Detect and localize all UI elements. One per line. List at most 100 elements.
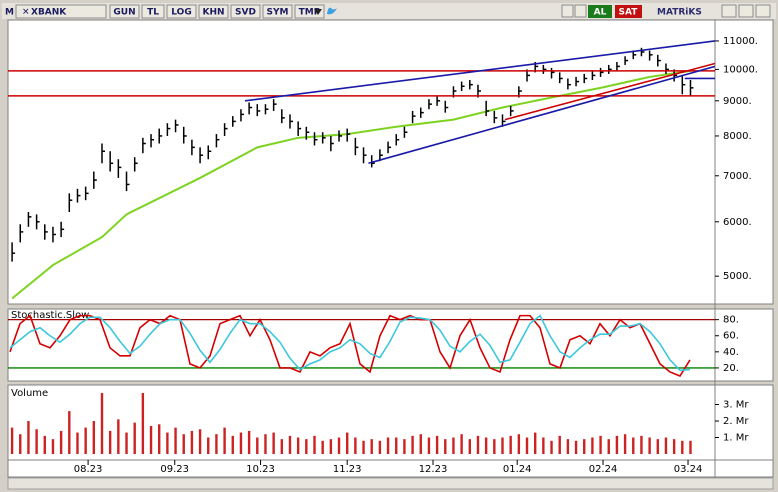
volume-bar bbox=[550, 440, 553, 454]
volume-bar bbox=[76, 432, 79, 454]
y-tick-label: 8000. bbox=[723, 131, 752, 142]
volume-bar bbox=[10, 427, 14, 454]
y-tick-label: 3. Mr bbox=[723, 400, 749, 411]
x-tick-label: 10.23 bbox=[246, 464, 275, 475]
trend-line bbox=[244, 40, 715, 102]
volume-bar bbox=[256, 437, 259, 454]
volume-bar bbox=[288, 435, 292, 454]
icon-button[interactable] bbox=[561, 4, 574, 18]
volume-bar bbox=[632, 437, 635, 454]
dropdown-arrow[interactable] bbox=[314, 9, 322, 15]
volume-bar bbox=[182, 434, 185, 454]
minimize-button[interactable] bbox=[721, 4, 737, 18]
volume-bar bbox=[296, 437, 300, 454]
volume-bar bbox=[591, 437, 594, 454]
y-tick-label: 80. bbox=[723, 315, 739, 326]
volume-bar bbox=[51, 439, 55, 454]
maximize-button[interactable] bbox=[738, 4, 754, 18]
volume-bar bbox=[59, 430, 63, 454]
volume-bar bbox=[452, 437, 455, 454]
y-tick-label: 2. Mr bbox=[723, 416, 749, 427]
symbol-icon: ✕ bbox=[22, 8, 30, 18]
x-tick-label: 01.24 bbox=[503, 464, 532, 475]
volume-bar bbox=[117, 419, 120, 454]
trend-line bbox=[368, 65, 715, 165]
volume-bar bbox=[207, 437, 210, 454]
volume-bar bbox=[108, 430, 112, 454]
symbol-box[interactable] bbox=[15, 4, 107, 19]
volume-bar bbox=[672, 439, 676, 454]
scrollbar[interactable] bbox=[7, 477, 774, 490]
toolbar-button[interactable] bbox=[294, 4, 325, 19]
volume-bar bbox=[362, 440, 365, 454]
y-tick-label: 60. bbox=[723, 331, 739, 342]
volume-bar bbox=[280, 439, 284, 454]
y-tick-label: 6000. bbox=[723, 217, 752, 228]
x-tick-label: 12.23 bbox=[419, 464, 448, 475]
toolbar-button-label[interactable]: KHN bbox=[202, 8, 224, 18]
symbol[interactable]: XBANK bbox=[31, 8, 67, 18]
volume-bar bbox=[542, 437, 545, 454]
volume-bar bbox=[501, 437, 504, 454]
x-tick-label: 08.23 bbox=[74, 464, 103, 475]
volume-bar bbox=[395, 437, 398, 454]
volume-bar bbox=[664, 437, 668, 454]
trend-line bbox=[504, 62, 715, 121]
volume-bar bbox=[92, 421, 96, 454]
buy-label[interactable]: AL bbox=[594, 8, 607, 18]
volume-bar bbox=[370, 439, 373, 454]
volume-bar bbox=[84, 427, 87, 454]
volume-bar bbox=[272, 432, 275, 454]
toolbar-button[interactable] bbox=[141, 4, 165, 19]
volume-bar bbox=[354, 437, 357, 454]
volume-bar bbox=[223, 427, 226, 454]
volume-bar bbox=[476, 435, 480, 454]
toolbar-button-label[interactable]: GUN bbox=[113, 8, 135, 18]
volume-bar bbox=[239, 432, 243, 454]
toolbar-button-label[interactable]: TMP bbox=[299, 8, 321, 18]
buy-button[interactable] bbox=[588, 5, 612, 18]
volume-bar bbox=[35, 429, 38, 454]
twitter-icon[interactable] bbox=[327, 7, 337, 15]
toolbar-button-label[interactable]: SVD bbox=[235, 8, 256, 18]
volume-bar bbox=[313, 435, 316, 454]
volume-bar bbox=[419, 434, 422, 454]
toolbar-button[interactable] bbox=[166, 4, 197, 19]
y-tick-label: 10000. bbox=[723, 64, 758, 75]
stochastic-title: Stochastic.Slow bbox=[11, 310, 89, 321]
toolbar-button[interactable] bbox=[198, 4, 229, 19]
toolbar-button-label[interactable]: TL bbox=[147, 8, 159, 18]
date-axis bbox=[7, 459, 774, 478]
x-tick-label: 09.23 bbox=[160, 464, 189, 475]
toolbar-button-label[interactable]: LOG bbox=[171, 8, 191, 18]
icon-button[interactable] bbox=[574, 4, 587, 18]
stochastic-line bbox=[9, 314, 691, 372]
volume-title: Volume bbox=[11, 388, 48, 399]
toolbar-button[interactable] bbox=[109, 4, 140, 19]
volume-bar bbox=[607, 439, 610, 454]
volume-bar bbox=[27, 421, 30, 454]
sell-button[interactable] bbox=[615, 5, 642, 18]
toolbar-button[interactable] bbox=[230, 4, 261, 19]
close-button[interactable] bbox=[755, 4, 771, 18]
volume-bar bbox=[166, 432, 169, 454]
toolbar-button-label[interactable]: SYM bbox=[267, 8, 289, 18]
volume-bar bbox=[411, 435, 414, 454]
stochastic-panel bbox=[7, 308, 774, 382]
sell-label[interactable]: SAT bbox=[619, 8, 639, 18]
volume-bar bbox=[215, 434, 218, 454]
toolbar-button[interactable] bbox=[262, 4, 293, 19]
y-tick-label: 5000. bbox=[723, 271, 752, 282]
volume-bar bbox=[689, 440, 692, 454]
volume-bar bbox=[493, 439, 496, 454]
y-tick-label: 40. bbox=[723, 347, 739, 358]
volume-bar bbox=[264, 434, 267, 454]
volume-bar bbox=[427, 437, 431, 454]
brand: MATRiKS bbox=[657, 8, 702, 18]
y-tick-label: 9000. bbox=[723, 96, 752, 107]
volume-bar bbox=[198, 429, 202, 454]
y-tick-label: 1. Mr bbox=[723, 433, 749, 444]
volume-bar bbox=[68, 411, 71, 454]
menu-button[interactable]: M bbox=[5, 8, 14, 18]
volume-bar bbox=[190, 430, 194, 454]
